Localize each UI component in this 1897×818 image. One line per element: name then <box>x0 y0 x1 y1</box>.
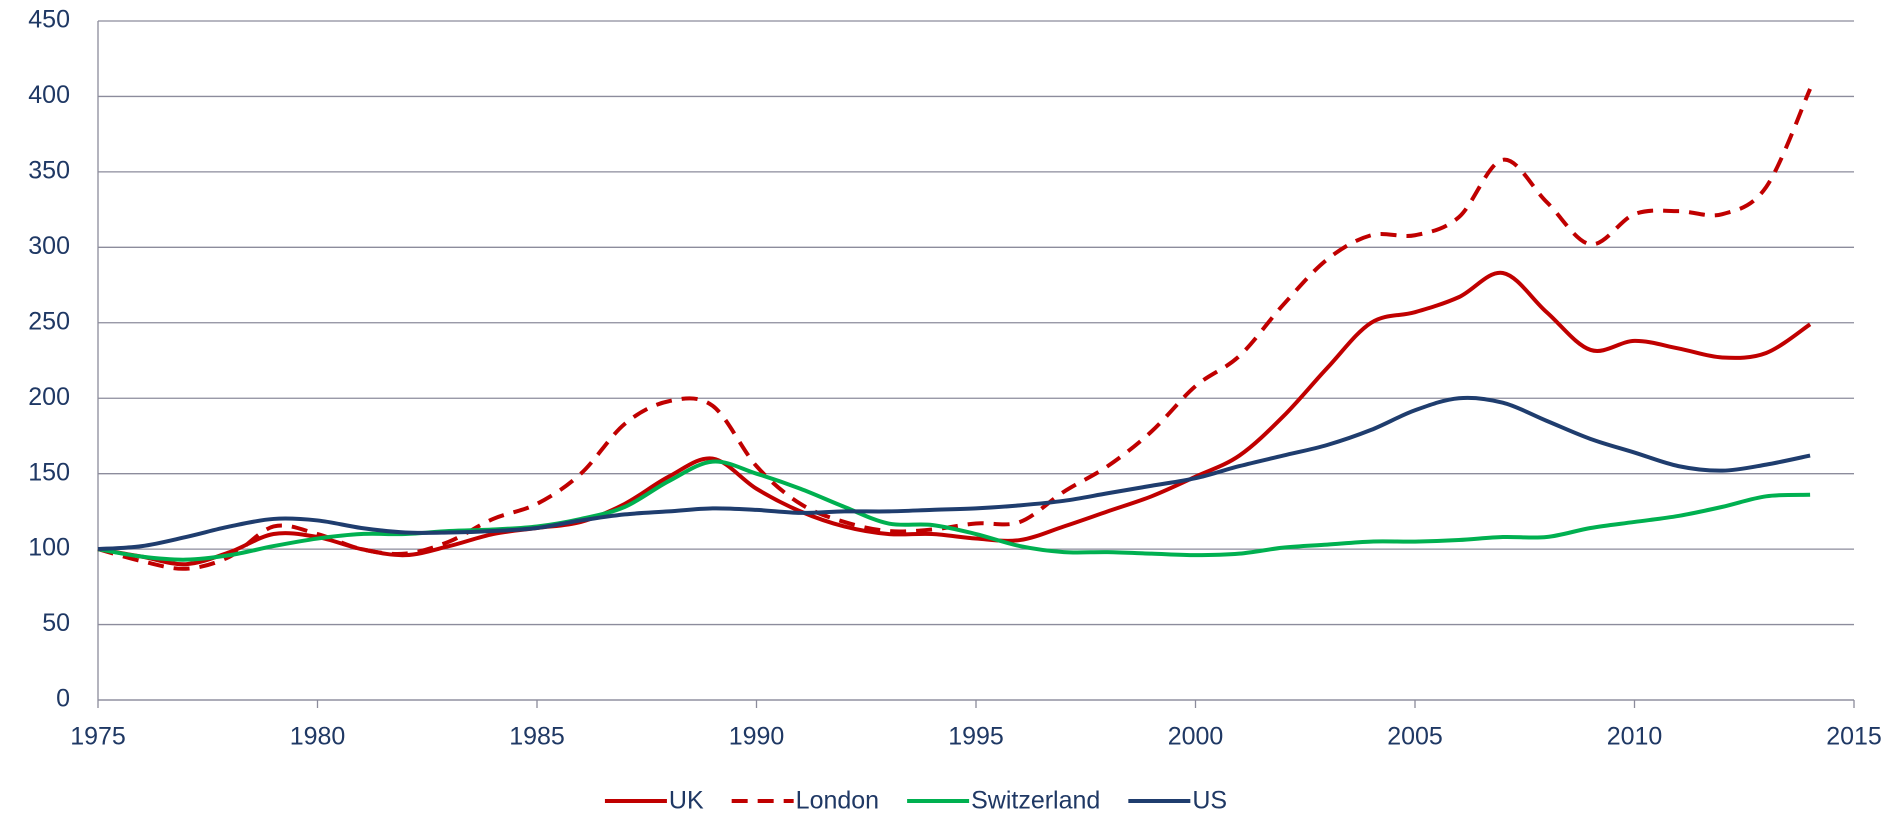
y-tick-label: 0 <box>56 685 70 713</box>
legend: UK London Switzerland US <box>604 787 1227 815</box>
legend-label: London <box>796 787 879 815</box>
line-series <box>97 88 1812 571</box>
x-tick-label: 1990 <box>729 723 785 751</box>
line-series <box>97 459 1811 562</box>
y-tick-label: 50 <box>42 609 70 637</box>
y-tick-label: 100 <box>28 534 70 562</box>
x-tick-label: 2015 <box>1826 723 1882 751</box>
y-tick-label: 150 <box>28 458 70 486</box>
y-tick-label: 400 <box>28 81 70 109</box>
x-tick-label: 2010 <box>1607 723 1663 751</box>
y-tick-label: 450 <box>28 6 70 34</box>
y-tick-label: 350 <box>28 156 70 184</box>
x-tick-label: 1980 <box>290 723 346 751</box>
x-tick-label: 1985 <box>509 723 565 751</box>
legend-label: Switzerland <box>971 787 1100 815</box>
y-tick-label: 200 <box>28 383 70 411</box>
line-series <box>97 395 1811 552</box>
legend-label: US <box>1192 787 1227 815</box>
line-series <box>97 270 1812 567</box>
x-tick-label: 1995 <box>948 723 1004 751</box>
y-tick-label: 250 <box>28 307 70 335</box>
y-tick-label: 300 <box>28 232 70 260</box>
x-tick-label: 2005 <box>1387 723 1443 751</box>
x-tick-label: 1975 <box>70 723 126 751</box>
x-tick-label: 2000 <box>1168 723 1224 751</box>
legend-label: UK <box>669 787 704 815</box>
